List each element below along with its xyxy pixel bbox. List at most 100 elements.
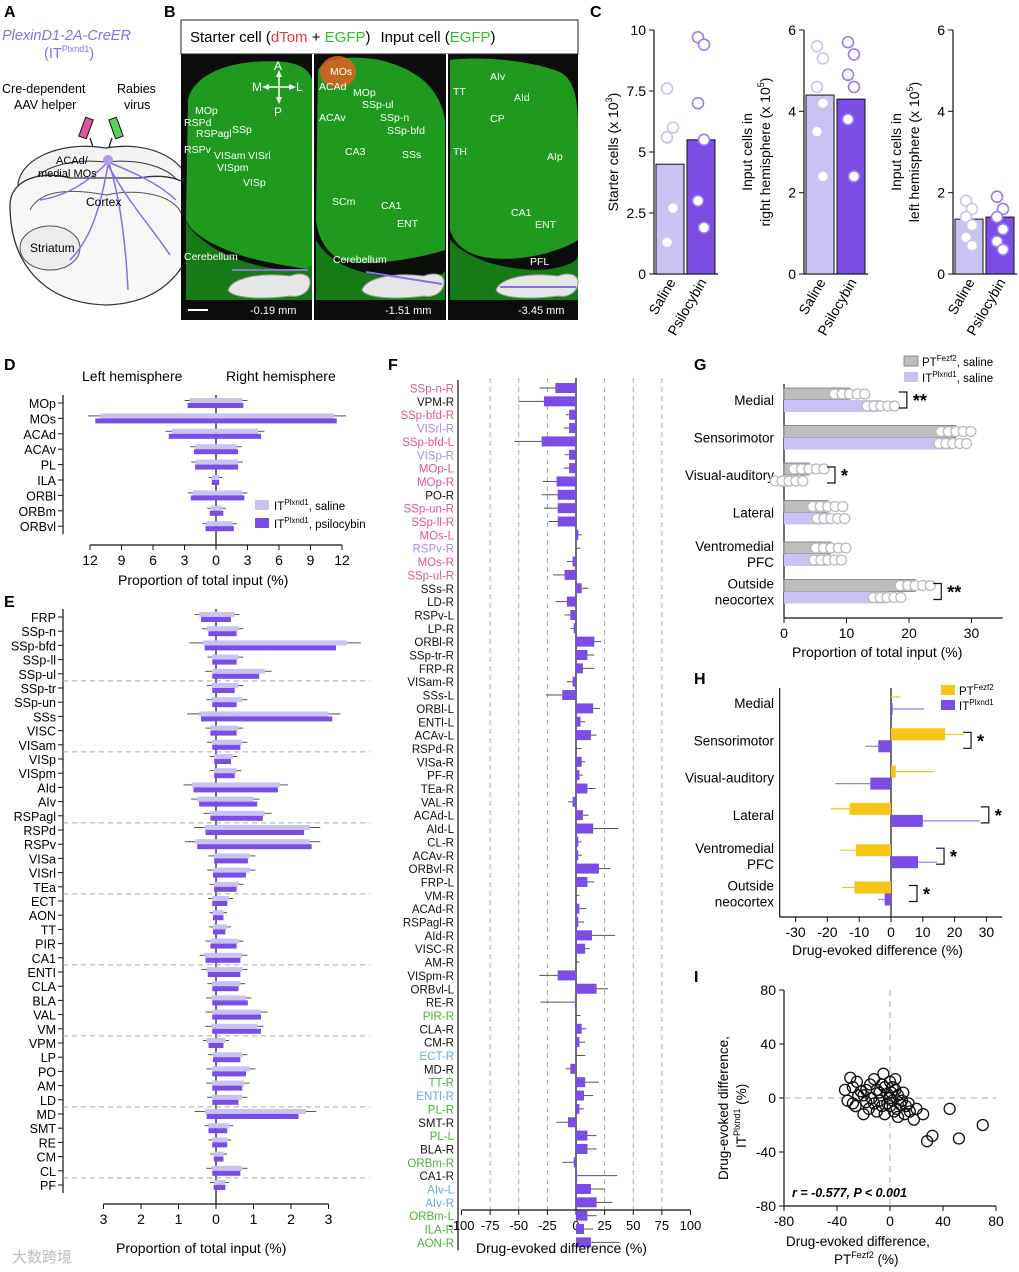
legend-it-label: ITPlxnd1, saline [922, 370, 993, 385]
category-label: MOs-L [420, 530, 455, 542]
section-label: ACAv [319, 112, 346, 124]
bar [576, 650, 588, 660]
bar-left-psilocybin [210, 815, 216, 821]
bar [576, 529, 579, 540]
bar [572, 676, 576, 687]
bar-left-psilocybin [212, 673, 216, 679]
x-tick-label: 10 [915, 924, 931, 940]
bar-left-saline [213, 1180, 216, 1185]
bar-left-saline [171, 428, 216, 434]
bar-right-saline [216, 444, 237, 450]
bar-left-psilocybin [207, 972, 216, 977]
category-label: PL-R [428, 1104, 454, 1116]
category-label: SSp-bfd-R [400, 410, 454, 422]
bar [556, 476, 576, 487]
x-tick-label: -50 [509, 1218, 528, 1233]
bar-left-saline [211, 683, 216, 688]
x-tick-label: 9 [307, 552, 315, 568]
significance-bracket [963, 731, 972, 749]
category-label: CM-R [424, 1038, 454, 1050]
bar-right-saline [216, 668, 265, 674]
category-label: Ventromedial [695, 841, 774, 856]
section-label: CP [490, 113, 505, 125]
section-inset-icon [227, 269, 579, 299]
bar-left-saline [206, 1038, 216, 1043]
category-label: TEa [33, 881, 56, 895]
bar-right-psilocybin [216, 787, 278, 793]
bar-left-psilocybin [206, 1114, 216, 1119]
data-point [697, 221, 711, 234]
x-tick-label: 20 [901, 625, 917, 641]
x-tick-label: 12 [82, 552, 98, 568]
bar-left-psilocybin [212, 1028, 216, 1034]
rabies-label-line2: virus [124, 98, 150, 112]
bar [576, 810, 583, 821]
bar-left-saline [197, 796, 216, 802]
data-point [835, 554, 848, 566]
bar [572, 796, 576, 807]
bar-left-psilocybin [205, 526, 216, 532]
category-label: SSp-tr-R [409, 651, 454, 663]
bar-left-saline [212, 654, 216, 660]
x-tick-label: 3 [181, 552, 189, 568]
helper-label-line2: AAV helper [14, 98, 76, 112]
category-label: AM [37, 1080, 56, 1094]
bar-it [891, 703, 893, 715]
bar-left-psilocybin [212, 688, 216, 693]
category-label: VISa-R [417, 757, 454, 769]
bar [655, 163, 685, 275]
bar-left-saline [211, 995, 216, 1001]
bar-right-psilocybin [216, 901, 228, 906]
bar [576, 1237, 591, 1248]
data-point [816, 96, 830, 110]
scatter-point [916, 1108, 930, 1121]
data-point [924, 579, 936, 592]
bar-right-psilocybin [216, 480, 220, 485]
x-tick-label: 0 [780, 625, 788, 641]
category-label: PO-R [425, 490, 454, 502]
x-tick-label: 30 [964, 625, 980, 641]
category-label: PO [38, 1065, 56, 1079]
bar [557, 489, 576, 500]
bar-right-psilocybin [216, 1185, 226, 1190]
section-label: SSp-bfd [387, 125, 425, 137]
category-label: SSp-ll-R [411, 517, 454, 529]
bar-left-psilocybin [193, 449, 216, 455]
category-label: ACAd-L [414, 811, 455, 823]
compass-a: A [274, 59, 282, 73]
category-label: Lateral [733, 808, 774, 823]
category-label: RE-R [426, 998, 454, 1010]
category-label: LD-R [427, 597, 454, 609]
legend-saline-label: ITPlxnd1, saline [274, 498, 345, 513]
scatter-point [889, 1072, 902, 1086]
x-tick-label: -100 [448, 1218, 474, 1233]
bar-left-psilocybin [187, 403, 216, 408]
bar [574, 997, 576, 1008]
data-point [990, 210, 1004, 224]
x-tick-label: Saline [795, 275, 828, 317]
bar-right-saline [216, 459, 239, 465]
category-label: RSPagl-R [403, 918, 454, 930]
y-tick-label: 6 [788, 22, 796, 38]
x-tick-label: -25 [538, 1218, 557, 1233]
section-label: PFL [530, 256, 549, 268]
bar-left-psilocybin [95, 418, 216, 424]
bar-right-saline [216, 1080, 245, 1086]
bar-right-saline [216, 768, 237, 774]
y-tick-label: -40 [756, 1144, 776, 1160]
x-tick-label: -80 [774, 1213, 794, 1229]
category-label: TEa-R [421, 784, 454, 796]
x-tick-label: 12 [334, 552, 350, 568]
x-tick-label: 2 [287, 1211, 295, 1227]
data-point [816, 52, 830, 65]
section-label: RSPv [184, 144, 212, 156]
category-label: VAL-R [421, 797, 454, 809]
data-point [965, 425, 977, 438]
bar-left-psilocybin [214, 858, 216, 864]
depth-label: -3.45 mm [518, 305, 564, 317]
panel-letter-c: C [590, 4, 602, 21]
bar-right-saline [216, 725, 239, 731]
significance-marker: ** [947, 583, 961, 603]
